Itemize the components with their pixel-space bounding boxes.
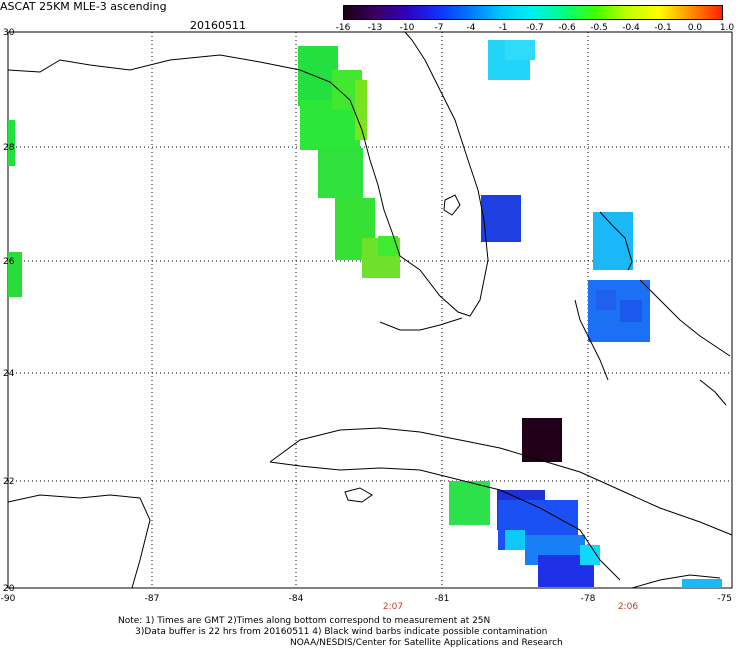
color-scale-tick: -7 (434, 23, 444, 33)
latitude-labels: 30 28 26 24 22 20 (3, 28, 15, 594)
pass-time-label: 2:07 (383, 602, 403, 612)
coastlines (7, 31, 733, 589)
lat-label: 30 (3, 28, 15, 38)
color-scale-tick: 1.0 (719, 23, 735, 33)
color-scale-tick: -0.6 (558, 23, 576, 33)
color-scale-tick: -1 (498, 23, 508, 33)
graticule (8, 32, 732, 588)
credit-line: NOAA/NESDIS/Center for Satellite Applica… (290, 638, 563, 648)
lat-label: 22 (3, 477, 14, 487)
map-title: ASCAT 25KM MLE-3 ascending (0, 0, 167, 13)
color-scale-tick: 0.0 (687, 23, 703, 33)
pass-time-label: 2:06 (618, 602, 638, 612)
map-date: 20160511 (190, 19, 246, 32)
lon-label: -90 (1, 594, 16, 604)
plot-frame (7, 31, 733, 589)
lat-label: 28 (3, 143, 15, 153)
color-scale-tick: -13 (367, 23, 383, 33)
lon-label: -84 (289, 594, 304, 604)
lat-label: 26 (3, 257, 15, 267)
lat-label: 24 (3, 369, 15, 379)
color-scale-bar (343, 5, 723, 20)
color-scale-tick: -16 (335, 23, 351, 33)
lon-label: -87 (145, 594, 160, 604)
longitude-labels: -90 -87 -84 -81 -78 -75 (1, 594, 732, 604)
lon-label: -75 (717, 594, 732, 604)
lon-label: -81 (435, 594, 450, 604)
color-scale-tick: -0.1 (654, 23, 672, 33)
wind-data-cells (8, 40, 722, 588)
color-scale-tick: -4 (466, 23, 476, 33)
footnote-line-2: 3)Data buffer is 22 hrs from 20160511 4)… (118, 627, 548, 637)
lat-label: 20 (3, 584, 15, 594)
color-scale-tick: -10 (399, 23, 415, 33)
lon-label: -78 (581, 594, 596, 604)
color-scale-tick: -0.5 (590, 23, 608, 33)
color-scale-tick: -0.4 (622, 23, 640, 33)
footnote-line-1: Note: 1) Times are GMT 2)Times along bot… (118, 616, 491, 626)
footnote: Note: 1) Times are GMT 2)Times along bot… (118, 616, 547, 638)
color-scale-tick: -0.7 (526, 23, 544, 33)
color-scale-ticks: -16 -13 -10 -7 -4 -1 -0.7 -0.6 -0.5 -0.4 -0.1 0.0 1.… (330, 23, 740, 35)
